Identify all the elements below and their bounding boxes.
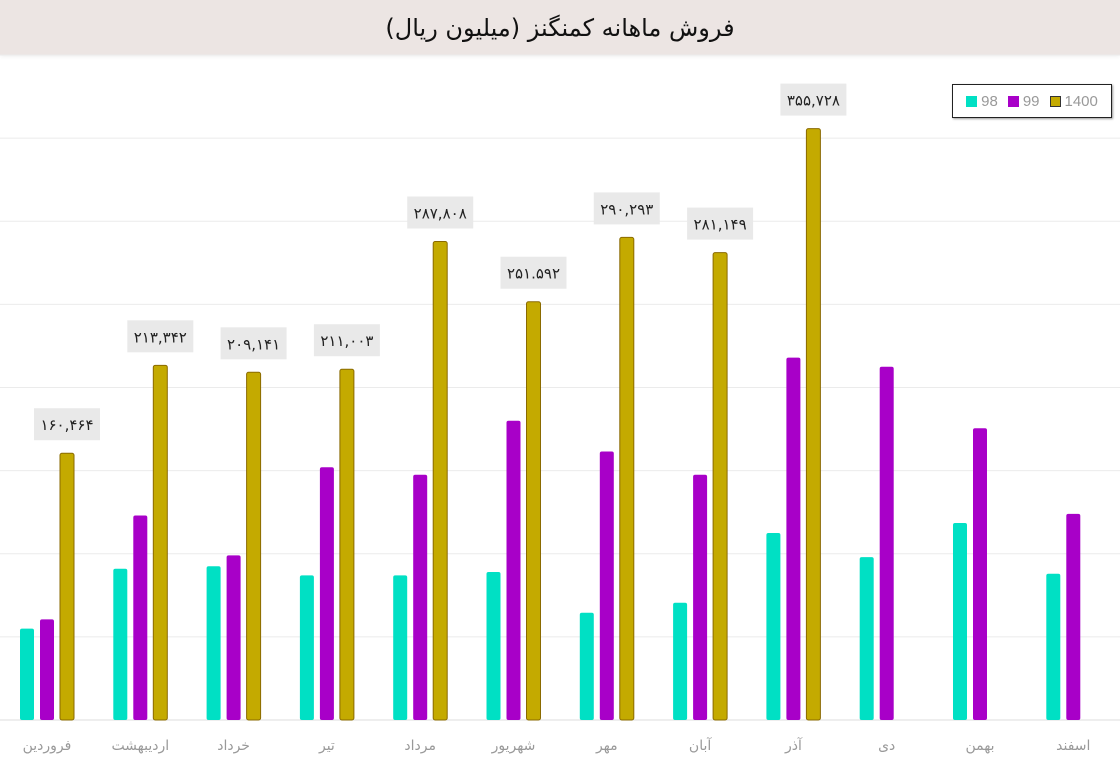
bar-99 <box>133 515 148 720</box>
legend: 98 99 1400 <box>952 84 1112 118</box>
data-label-box <box>220 327 287 360</box>
bar-98 <box>393 575 408 720</box>
bar-1400 <box>526 301 541 721</box>
bar-99 <box>506 420 521 720</box>
bar-98 <box>20 628 34 720</box>
data-label: ۲۹۰,۲۹۳ <box>600 200 653 218</box>
bar-1400 <box>619 236 635 721</box>
bar-98 <box>113 568 128 720</box>
data-label: ۳۵۵,۷۲۸ <box>787 92 840 110</box>
data-label-box <box>407 196 474 229</box>
data-label-box <box>593 192 660 225</box>
bar-1400 <box>432 241 448 721</box>
bar-1400 <box>339 368 355 721</box>
bar-98 <box>299 575 314 720</box>
bar-98 <box>579 612 594 720</box>
data-label-box <box>687 207 754 240</box>
legend-item-98: 98 <box>966 93 998 110</box>
chart-title-bar: فروش ماهانه کمنگنز (میلیون ریال) <box>0 0 1120 55</box>
x-tick-label: فروردین <box>23 738 72 754</box>
bar-99 <box>879 366 894 720</box>
bar-98 <box>1046 573 1061 720</box>
bar-99 <box>693 474 708 720</box>
data-label: ۲۰۹,۱۴۱ <box>227 335 280 353</box>
chart-title: فروش ماهانه کمنگنز (میلیون ریال) <box>385 13 735 42</box>
data-label: ۲۸۱,۱۴۹ <box>694 216 747 234</box>
bar-99 <box>599 451 614 720</box>
x-tick-label: تیر <box>318 738 335 754</box>
x-tick-label: مرداد <box>404 738 436 754</box>
legend-item-99: 99 <box>1007 92 1040 110</box>
data-label-box <box>127 320 194 353</box>
x-tick-label: بهمن <box>965 738 994 754</box>
bar-99 <box>413 474 428 720</box>
bar-1400 <box>152 364 168 721</box>
x-tick-label: خرداد <box>217 738 250 754</box>
bar-98 <box>486 572 501 720</box>
data-label: ۱۶۰,۴۶۴ <box>40 416 93 434</box>
data-label: ۲۱۳,۳۴۲ <box>134 328 187 346</box>
bar-99 <box>319 467 334 720</box>
x-tick-label: شهریور <box>491 738 536 754</box>
x-tick-label: آبان <box>689 737 712 754</box>
bar-1400 <box>59 452 75 721</box>
bar-98 <box>859 557 874 720</box>
x-tick-label: اردیبهشت <box>111 738 169 754</box>
data-label: ۲۸۷,۸۰۸ <box>414 205 467 223</box>
bar-99 <box>40 619 54 720</box>
bar-98 <box>953 522 967 720</box>
legend-label: 1400 <box>1064 92 1098 110</box>
x-tick-label: اسفند <box>1056 738 1090 754</box>
data-label-box <box>34 408 100 441</box>
legend-swatch <box>1049 95 1061 107</box>
data-label-box <box>500 256 567 289</box>
bar-99 <box>786 357 801 720</box>
legend-item-1400: 1400 <box>1049 92 1098 110</box>
data-label: ۲۱۱,۰۰۳ <box>320 332 373 350</box>
x-tick-label: آذر <box>784 737 803 754</box>
data-label-box <box>780 83 847 116</box>
legend-label: 98 <box>981 92 998 110</box>
data-label: ۲۵۱.۵۹۲ <box>507 265 560 283</box>
data-label-box <box>313 324 380 357</box>
legend-swatch <box>966 95 978 107</box>
bar-99 <box>1066 513 1081 720</box>
bar-99 <box>973 428 987 720</box>
x-tick-label: مهر <box>595 738 618 754</box>
bar-1400 <box>246 371 262 721</box>
legend-label: 99 <box>1022 92 1040 110</box>
bar-1400 <box>805 128 821 721</box>
bar-98 <box>766 532 781 720</box>
legend-swatch <box>1007 95 1019 107</box>
bar-99 <box>226 555 241 720</box>
bar-98 <box>206 566 221 720</box>
bar-1400 <box>712 252 728 721</box>
x-tick-label: دی <box>878 738 895 754</box>
bar-98 <box>673 602 688 720</box>
